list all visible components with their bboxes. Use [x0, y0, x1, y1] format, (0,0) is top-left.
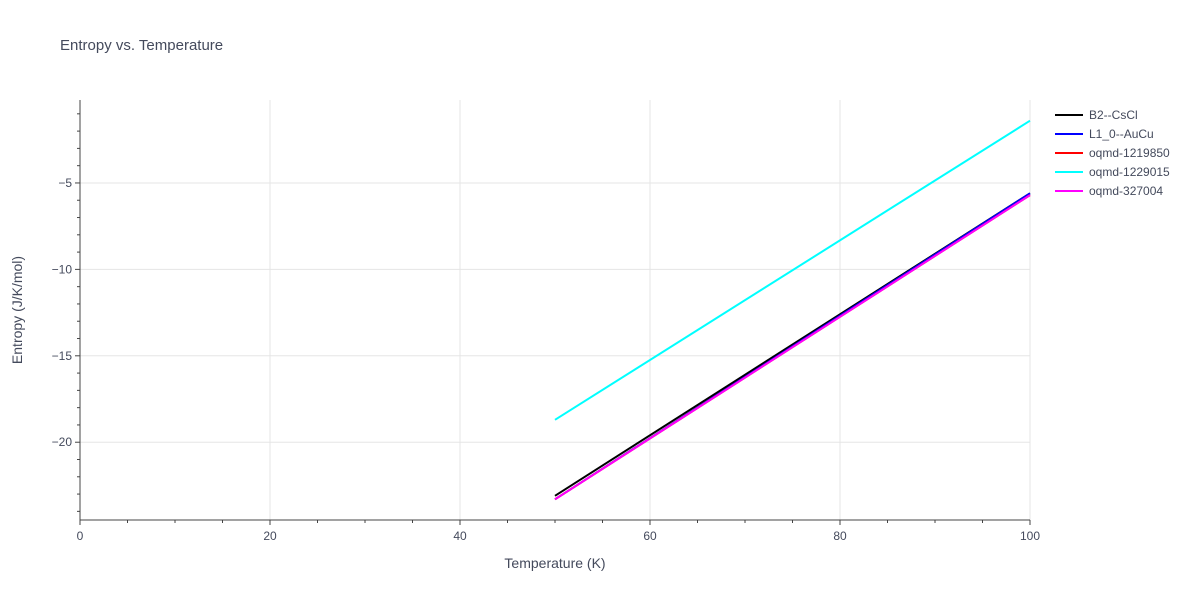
legend-item[interactable]: oqmd-1229015	[1055, 165, 1170, 179]
legend-item[interactable]: B2--CsCl	[1055, 108, 1138, 122]
chart-title: Entropy vs. Temperature	[60, 37, 223, 54]
x-tick-label: 60	[643, 529, 657, 543]
x-tick-label: 80	[833, 529, 847, 543]
legend-label: B2--CsCl	[1089, 108, 1138, 122]
x-tick-label: 100	[1020, 529, 1040, 543]
legend-item[interactable]: oqmd-1219850	[1055, 146, 1170, 160]
y-tick-label: −15	[52, 349, 73, 363]
legend-label: L1_0--AuCu	[1089, 127, 1154, 141]
y-tick-label: −20	[52, 435, 73, 449]
x-axis-title: Temperature (K)	[504, 555, 605, 571]
axes	[79, 100, 1030, 521]
x-tick-label: 20	[263, 529, 277, 543]
y-tick-label: −5	[58, 176, 72, 190]
legend-label: oqmd-1229015	[1089, 165, 1170, 179]
x-axis-ticks: 0 20 40 60 80 100	[77, 520, 1040, 543]
data-series	[554, 119, 1031, 501]
series-line-oqmd-1229015	[554, 119, 1031, 421]
legend-label: oqmd-1219850	[1089, 146, 1170, 160]
grid-lines	[80, 100, 1031, 520]
legend[interactable]: B2--CsCl L1_0--AuCu oqmd-1219850 oqmd-12290…	[1055, 108, 1170, 198]
legend-label: oqmd-327004	[1089, 184, 1163, 198]
y-axis-title: Entropy (J/K/mol)	[9, 256, 25, 364]
x-tick-label: 40	[453, 529, 467, 543]
y-axis-ticks: −5 −10 −15 −20	[52, 113, 80, 512]
series-line-oqmd-327004	[554, 194, 1031, 501]
legend-item[interactable]: L1_0--AuCu	[1055, 127, 1154, 141]
y-tick-label: −10	[52, 262, 73, 276]
x-tick-label: 0	[77, 529, 84, 543]
legend-item[interactable]: oqmd-327004	[1055, 184, 1163, 198]
